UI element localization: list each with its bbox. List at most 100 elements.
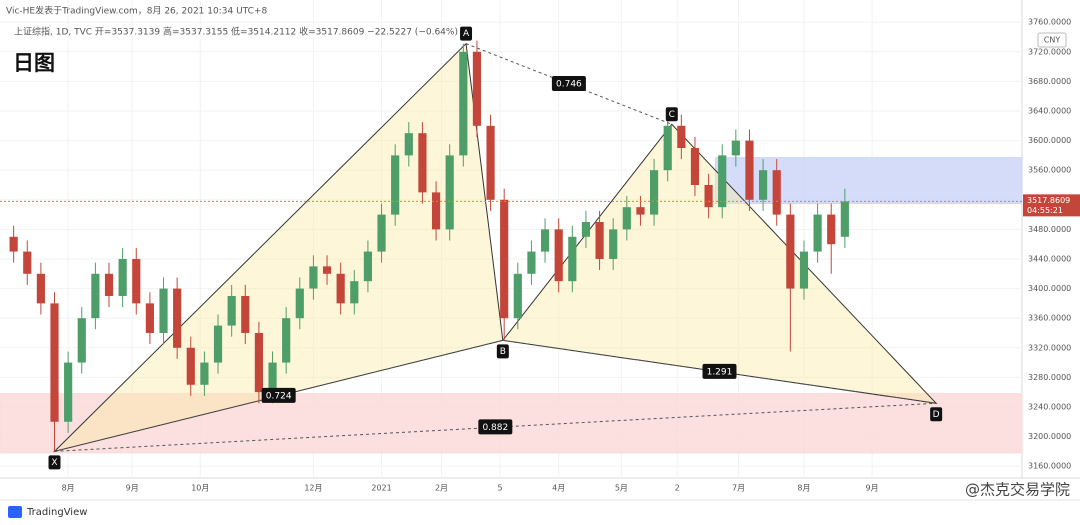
ratio-label-box xyxy=(478,419,513,435)
logo-icon xyxy=(8,506,22,518)
y-tick-label: 3600.0000 xyxy=(1028,136,1071,145)
candle-body xyxy=(472,51,482,126)
x-tick-label: 5月 xyxy=(615,484,628,493)
x-tick-label: 9月 xyxy=(866,484,879,493)
x-tick-label: 12月 xyxy=(304,484,322,493)
candle-body xyxy=(350,281,359,304)
candle-body xyxy=(363,251,373,282)
candle-body xyxy=(677,125,686,148)
currency-box xyxy=(1037,32,1067,48)
x-tick-label: 10月 xyxy=(191,484,209,493)
candle-body xyxy=(731,140,740,156)
candle-body xyxy=(159,288,168,333)
candle-body xyxy=(527,251,536,274)
candle-body xyxy=(718,155,727,208)
candle-body xyxy=(77,318,86,363)
candle-body xyxy=(540,229,550,252)
candle-body xyxy=(213,325,223,363)
candle-body xyxy=(145,303,154,333)
candles xyxy=(9,40,849,452)
candle-body xyxy=(268,362,277,393)
y-tick-label: 3720.0000 xyxy=(1028,47,1071,56)
candle-body xyxy=(786,214,795,289)
candle-body xyxy=(295,288,304,319)
ratio-label: 0.746 xyxy=(556,79,582,89)
candle-body xyxy=(132,258,141,304)
candle-body xyxy=(391,155,400,215)
candle-body xyxy=(377,214,386,252)
candle-body xyxy=(418,133,427,193)
y-tick-label: 3640.0000 xyxy=(1028,106,1071,115)
candle-body xyxy=(609,229,618,259)
x-tick-label: 9月 xyxy=(126,484,139,493)
y-tick-label: 3360.0000 xyxy=(1028,314,1071,323)
x-tick-label: 5 xyxy=(498,484,503,493)
y-tick-label: 3280.0000 xyxy=(1028,373,1071,382)
price-tag-value: 3517.8609 xyxy=(1027,196,1070,205)
currency: CNY xyxy=(1044,36,1061,45)
candle-body xyxy=(336,273,345,304)
candle-body xyxy=(431,192,441,230)
candle-body xyxy=(500,199,509,319)
point-label: A xyxy=(463,29,470,39)
ratio-label-box xyxy=(702,363,737,379)
y-tick-label: 3320.0000 xyxy=(1028,343,1071,352)
y-tick-label: 3680.0000 xyxy=(1028,77,1071,86)
candle-body xyxy=(745,140,754,200)
candle-body xyxy=(486,125,495,200)
legend-text: 上证综指, 1D, TVC 开=3537.3139 高=3537.3155 低=… xyxy=(14,26,458,38)
point-label: C xyxy=(669,110,675,120)
candle-body xyxy=(227,295,236,326)
watermark: @杰克交易学院 xyxy=(965,481,1070,499)
candle-body xyxy=(36,273,45,304)
y-tick-label: 3400.0000 xyxy=(1028,284,1071,293)
candle-body xyxy=(173,288,182,348)
candle-body xyxy=(254,332,263,393)
y-tick-label: 3760.0000 xyxy=(1028,18,1071,27)
candle-body xyxy=(91,273,100,319)
y-tick-label: 3240.0000 xyxy=(1028,402,1071,411)
candle-body xyxy=(200,362,209,385)
candle-body xyxy=(636,207,645,215)
candle-body xyxy=(772,170,781,215)
point-label-box xyxy=(460,26,473,41)
price-tag xyxy=(1023,194,1080,217)
x-tick-label: 8月 xyxy=(62,484,75,493)
candle-body xyxy=(282,318,291,363)
ratio-label: 0.724 xyxy=(266,391,292,401)
candle-body xyxy=(23,251,32,274)
point-label: B xyxy=(500,347,506,357)
candle-body xyxy=(622,207,631,230)
point-label-box xyxy=(48,455,61,470)
y-tick-label: 3440.0000 xyxy=(1028,254,1071,263)
point-label-box xyxy=(496,344,509,359)
price-tag-countdown: 04:55:21 xyxy=(1027,206,1063,215)
y-tick-label: 3560.0000 xyxy=(1028,166,1071,175)
chart-title: 日图 xyxy=(13,51,55,75)
candle-body xyxy=(840,201,849,237)
footer-brand: TradingView xyxy=(26,507,87,518)
ratio-label-box xyxy=(261,387,296,403)
ratio-label-box xyxy=(551,75,586,91)
point-label: D xyxy=(933,410,940,420)
labels: 3160.0000 3200.0000 3240.0000 3280.0000 3320… xyxy=(0,18,1080,493)
candle-body xyxy=(445,155,454,230)
candle-body xyxy=(9,236,18,252)
ratio-label: 1.291 xyxy=(707,367,733,377)
source-text: Vic-HE发表于TradingView.com，8月 26, 2021 10:… xyxy=(6,5,267,17)
x-tick-label: 2021 xyxy=(371,484,391,493)
candle-body xyxy=(595,221,604,259)
ratio-label: 0.882 xyxy=(482,423,508,433)
candle-body xyxy=(581,221,591,237)
candle-body xyxy=(118,258,127,296)
candle-body xyxy=(309,266,318,289)
candle-body xyxy=(799,251,809,289)
candle-body xyxy=(813,214,822,252)
point-label-box xyxy=(930,407,943,422)
candle-body xyxy=(704,184,713,208)
x-tick-label: 2 xyxy=(675,484,680,493)
y-tick-label: 3160.0000 xyxy=(1028,462,1071,471)
candle-body xyxy=(827,214,836,245)
